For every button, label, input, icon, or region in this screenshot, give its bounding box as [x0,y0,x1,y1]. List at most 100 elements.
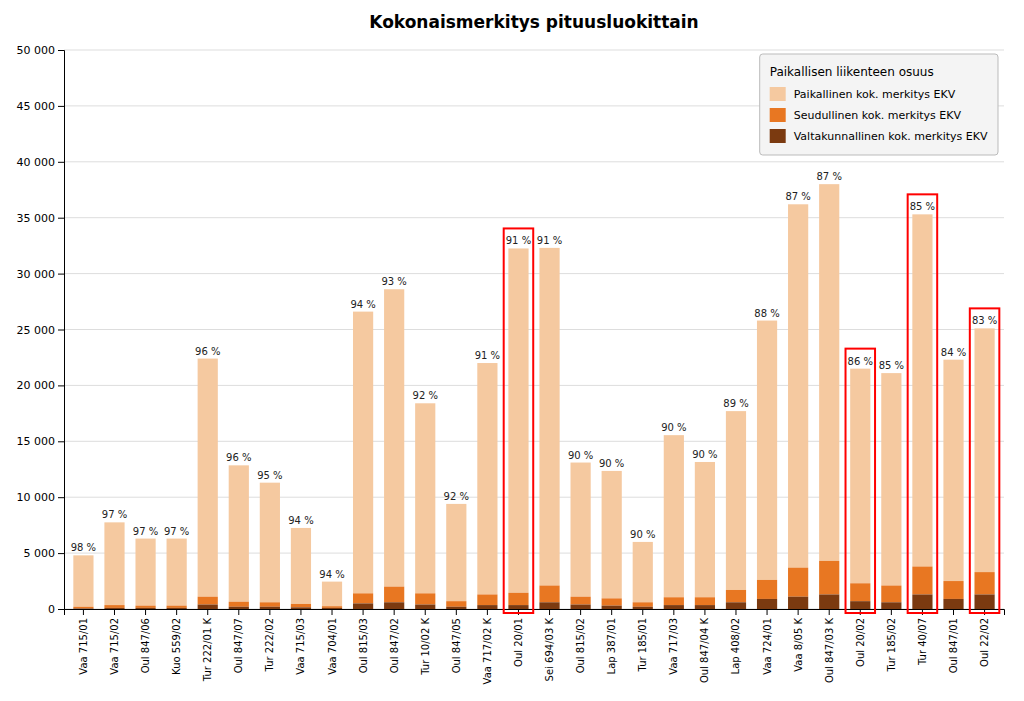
bar [943,360,963,581]
annotation: 87 % [785,191,810,202]
x-tick-label: Vaa 717/03 [668,618,679,675]
bar [881,373,901,585]
x-tick-label: Oul 847/07 [233,618,244,673]
annotation: 96 % [195,346,220,357]
bar [104,522,124,605]
bar [322,582,342,607]
annotation: 97 % [102,509,127,520]
y-tick-mark [58,50,64,51]
bar [260,483,280,603]
bar [819,561,839,595]
x-tick: Tur 222/02 [264,609,275,672]
annotation: 85 % [910,201,935,212]
bar [508,605,528,609]
y-tick-mark [58,497,64,498]
x-tick-label: Sei 694/03 K [544,618,555,682]
bar [104,605,124,608]
bar [726,590,746,602]
x-tick-mark [238,609,239,615]
x-tick-mark [580,609,581,615]
x-tick-label: Tur 185/01 [637,618,648,672]
x-tick: Tur 185/02 [886,609,897,672]
bar [477,605,497,609]
y-tick-label: 35 000 [17,212,56,225]
annotation: 97 % [133,526,158,537]
bar [446,504,466,601]
x-tick: Oul 847/06 [140,609,151,673]
y-tick-mark [58,553,64,554]
x-tick-mark [176,609,177,615]
x-tick-label: Vaa 715/03 [295,618,306,675]
x-tick: Vaa 704/01 [327,609,338,675]
x-tick-label: Vaa 715/01 [78,618,89,675]
grid-line [64,217,1004,218]
grid-line [64,161,1004,162]
x-tick: Tur 185/01 [637,609,648,672]
legend-swatch [770,87,786,101]
bar [757,321,777,580]
y-tick: 10 000 [17,491,65,504]
bar [167,606,187,608]
highlight-box [970,308,1000,613]
y-tick: 20 000 [17,379,65,392]
bar [260,602,280,606]
annotation: 84 % [941,347,966,358]
bar [757,599,777,609]
y-tick: 40 000 [17,156,65,169]
chart-container: Vaa 715/01Vaa 715/02Oul 847/06Kuo 559/02… [0,0,1024,701]
annotation: 92 % [413,390,438,401]
x-tick-mark [114,609,115,615]
x-tick: Vaa 715/01 [78,609,89,675]
bar [415,593,435,604]
y-tick-mark [58,330,64,331]
bar [695,605,715,609]
y-tick-mark [58,162,64,163]
x-tick-mark [145,609,146,615]
x-tick-mark [456,609,457,615]
x-tick-mark [798,609,799,615]
x-tick: Lap 387/01 [606,609,617,674]
x-tick-mark [487,609,488,615]
x-tick-label: Tur 10/02 K [420,618,431,676]
x-tick-label: Oul 20/01 [513,618,524,667]
x-tick-label: Oul 847/05 [451,618,462,673]
bar [788,597,808,609]
x-tick: Vaa 715/02 [109,609,120,675]
x-tick: Tur 10/02 K [420,609,431,676]
y-tick: 15 000 [17,435,65,448]
bar [446,607,466,609]
bar [571,597,591,605]
annotation: 94 % [350,299,375,310]
annotation: 91 % [537,235,562,246]
bar [353,593,373,603]
y-tick-label: 15 000 [17,435,56,448]
x-tick: Oul 20/01 [513,609,524,667]
bar [633,602,653,606]
y-axis-line [58,51,65,610]
x-tick: Oul 22/02 [979,609,990,667]
y-tick-label: 40 000 [17,156,56,169]
x-tick-mark [611,609,612,615]
bar [695,597,715,605]
y-tick: 45 000 [17,100,65,113]
bar [198,605,218,609]
annotation: 85 % [879,360,904,371]
annotation: 94 % [288,515,313,526]
bar [602,471,622,598]
bar [229,465,249,601]
bar [571,605,591,609]
highlight-box [908,194,938,613]
legend-item: Paikallinen kok. merkitys EKV [770,87,956,101]
x-tick: Sei 694/03 K [544,609,555,681]
bar [353,603,373,609]
bar [104,608,124,609]
bar [602,606,622,609]
highlights [504,194,1000,613]
bar [353,312,373,594]
annotation: 90 % [661,422,686,433]
x-tick: Vaa 724/01 [762,609,773,675]
bar [633,542,653,602]
bar [850,369,870,584]
bar [167,539,187,606]
x-tick-label: Vaa 724/01 [762,618,773,675]
